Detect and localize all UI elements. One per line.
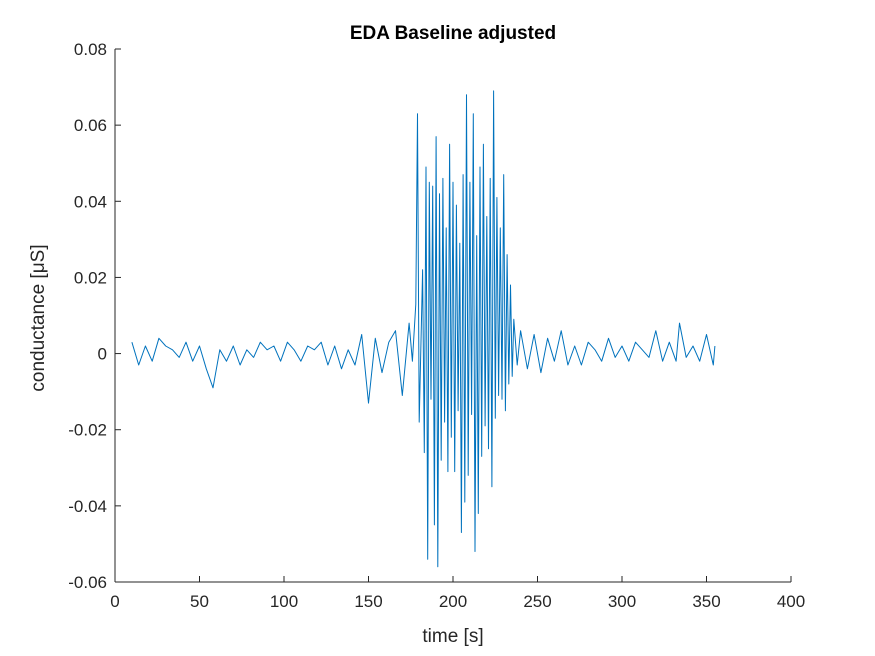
x-tick-label: 100: [270, 592, 298, 611]
x-tick-label: 200: [439, 592, 467, 611]
y-tick-label: -0.06: [68, 573, 107, 592]
x-tick-label: 0: [110, 592, 119, 611]
y-tick-label: 0.02: [74, 268, 107, 287]
x-tick-labels: 0 50 100 150 200 250 300 350 400: [110, 592, 805, 611]
x-tick-label: 250: [523, 592, 551, 611]
chart-title: EDA Baseline adjusted: [350, 23, 556, 44]
y-tick-label: -0.02: [68, 421, 107, 440]
x-tick-label: 50: [190, 592, 209, 611]
y-tick-label: 0.08: [74, 40, 107, 59]
y-axis-label: conductance [μS]: [28, 244, 49, 391]
y-tick-label: 0: [98, 345, 107, 364]
x-tick-label: 400: [777, 592, 805, 611]
x-tick-label: 150: [354, 592, 382, 611]
plot-data-layer: [131, 90, 716, 568]
series-line-0: [131, 90, 716, 568]
axes-layer: [114, 48, 792, 583]
x-axis-label: time [s]: [422, 626, 483, 647]
y-tick-label: -0.04: [68, 497, 107, 516]
x-tick-label: 300: [608, 592, 636, 611]
x-tick-label: 350: [692, 592, 720, 611]
y-tick-labels: -0.06 -0.04 -0.02 0 0.02 0.04 0.06 0.08: [68, 40, 107, 592]
y-tick-label: 0.04: [74, 192, 107, 211]
y-tick-label: 0.06: [74, 116, 107, 135]
